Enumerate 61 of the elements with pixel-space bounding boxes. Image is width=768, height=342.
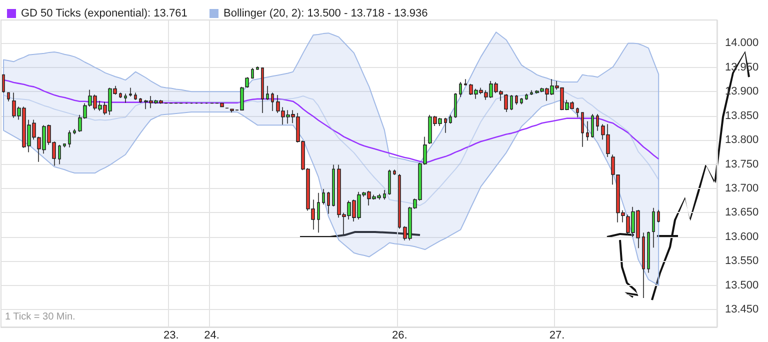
candlestick: [464, 78, 467, 86]
candlestick: [68, 130, 71, 148]
candlestick: [2, 74, 5, 94]
x-tick-label: 27.: [549, 330, 565, 342]
candlestick: [261, 68, 264, 114]
candlestick: [124, 93, 127, 104]
candlestick: [271, 92, 274, 112]
line-series: [2, 79, 660, 164]
candlestick: [454, 92, 457, 118]
x-tick-label: 26.: [392, 330, 408, 342]
candlestick: [388, 169, 391, 196]
candlestick: [525, 93, 528, 100]
candlestick: [119, 92, 122, 98]
candlestick: [139, 98, 142, 104]
candlestick: [393, 169, 396, 176]
candlestick: [642, 232, 645, 298]
candlestick: [266, 85, 269, 100]
y-tick-label: 13.450: [725, 304, 759, 316]
candlestick: [520, 98, 523, 105]
candlestick: [7, 92, 10, 102]
candlestick: [449, 114, 452, 124]
candlestick: [58, 144, 61, 165]
candlestick: [657, 209, 660, 223]
candlestick: [251, 68, 254, 79]
y-tick-label: 13.750: [725, 158, 759, 170]
y-tick-label: 13.700: [725, 182, 759, 195]
y-tick-label: 13.650: [725, 206, 759, 219]
y-tick-label: 13.500: [725, 279, 759, 292]
candlestick: [317, 192, 320, 233]
candlestick: [327, 192, 330, 214]
candlestick: [647, 231, 650, 274]
candlestick: [591, 114, 594, 138]
candlestick: [515, 94, 518, 106]
candlestick: [129, 87, 132, 97]
candlestick: [510, 94, 513, 110]
legend-label: GD 50 Ticks (exponential): 13.761: [21, 8, 188, 20]
y-tick-label: 13.850: [725, 110, 759, 122]
candlestick: [444, 117, 447, 134]
candlestick: [332, 164, 335, 207]
candlestick: [596, 114, 599, 132]
legend-label: Bollinger (20, 2): 13.500 - 13.718 - 13.936: [224, 8, 428, 20]
candlestick: [459, 82, 462, 98]
y-tick-label: 14.000: [725, 37, 759, 50]
candlestick: [73, 128, 76, 135]
x-tick-label: 24.: [204, 330, 220, 342]
candlestick: [322, 188, 325, 205]
candlestick: [576, 107, 579, 118]
candlestick: [134, 92, 137, 100]
annotation: 1 Tick = 30 Min.: [5, 312, 76, 322]
candlestick: [586, 120, 589, 141]
candlestick: [245, 76, 249, 88]
y-tick-label: 13.550: [725, 255, 759, 268]
candlestick: [504, 94, 508, 112]
candlestick: [581, 112, 584, 148]
candlestick: [530, 90, 533, 96]
candlestick: [652, 207, 655, 248]
y-tick-label: 13.800: [725, 134, 759, 146]
x-tick-label: 23.: [163, 330, 179, 342]
candlestick: [398, 174, 401, 230]
y-tick-label: 13.600: [725, 230, 759, 243]
candlestick: [383, 190, 386, 200]
